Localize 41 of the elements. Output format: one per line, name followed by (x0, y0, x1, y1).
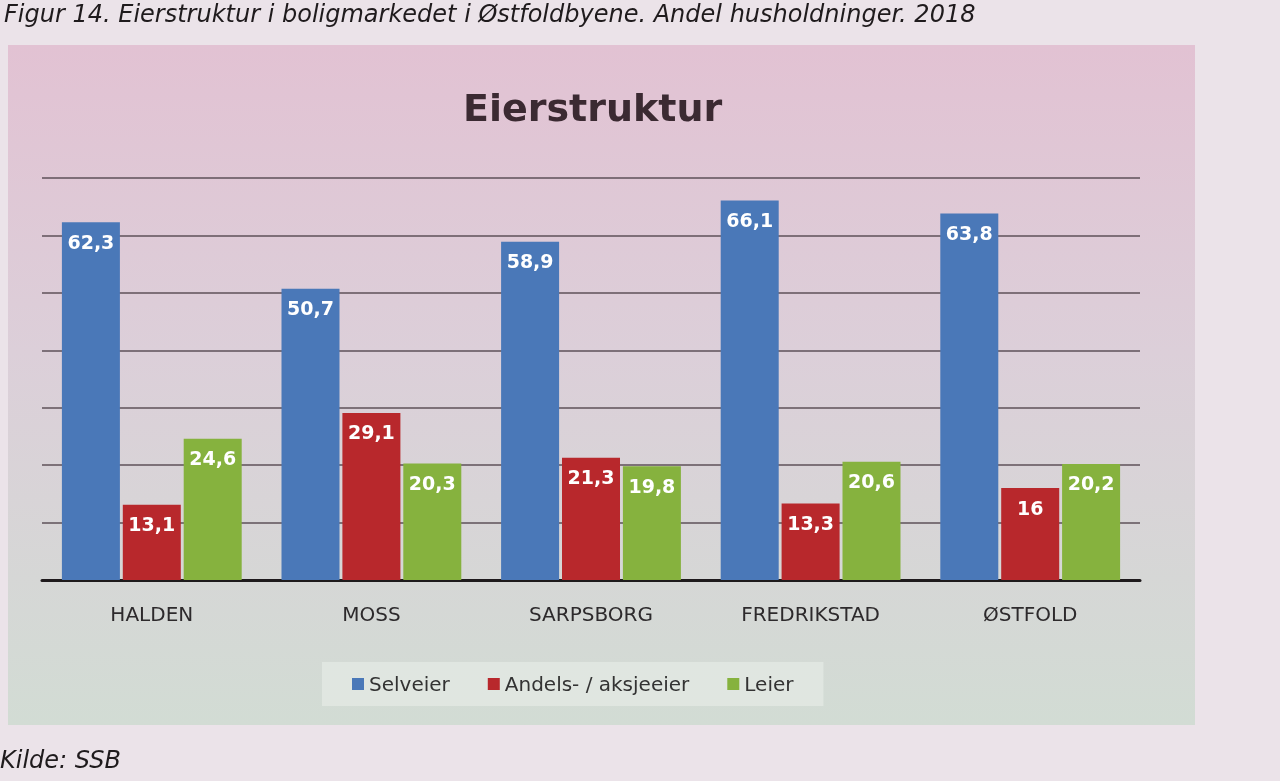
data-label: 13,3 (787, 512, 835, 535)
chart-title: Eierstruktur (463, 86, 723, 130)
bar (403, 463, 462, 580)
legend-label: Leier (744, 672, 795, 696)
data-label: 20,6 (848, 470, 895, 493)
data-label: 21,3 (567, 466, 615, 489)
data-label: 20,2 (1067, 472, 1115, 495)
data-label: 16 (1016, 496, 1044, 519)
data-label: 66,1 (726, 208, 774, 231)
data-label: 13,1 (128, 513, 176, 536)
data-label: 19,8 (628, 474, 676, 497)
bar (183, 438, 242, 580)
text: Kilde: SSB (0, 746, 121, 774)
data-label: 24,6 (189, 447, 237, 470)
bar (622, 466, 681, 580)
data-label: 62,3 (67, 230, 115, 253)
bar (342, 412, 401, 580)
bar (562, 457, 620, 580)
data-label: 20,3 (408, 471, 456, 494)
x-tick-label: HALDEN (110, 602, 194, 626)
bar (61, 222, 120, 580)
legend-label: Selveier (369, 672, 451, 696)
x-tick-label: MOSS (342, 602, 401, 626)
data-label: 63,8 (945, 222, 993, 245)
data-label: 50,7 (287, 297, 334, 320)
bar (1062, 463, 1121, 580)
x-tick-label: ØSTFOLD (982, 602, 1078, 626)
bar (122, 504, 181, 580)
bar (940, 213, 999, 580)
x-tick-label: SARPSBORG (529, 602, 653, 626)
bar (842, 461, 901, 580)
data-label: 58,9 (506, 250, 554, 273)
data-label: 29,1 (347, 421, 395, 444)
legend-label: Andels- / aksjeeier (504, 672, 691, 696)
bar (720, 200, 779, 580)
text: Figur 14. Eierstruktur i boligmarkedet i Østfoldbyene. Andel husholdninger. 2018 (4, 0, 976, 28)
bar (501, 241, 560, 580)
bar (1001, 488, 1060, 580)
bar (781, 503, 840, 580)
x-tick-label: FREDRIKSTAD (741, 602, 880, 626)
bar (281, 288, 340, 580)
